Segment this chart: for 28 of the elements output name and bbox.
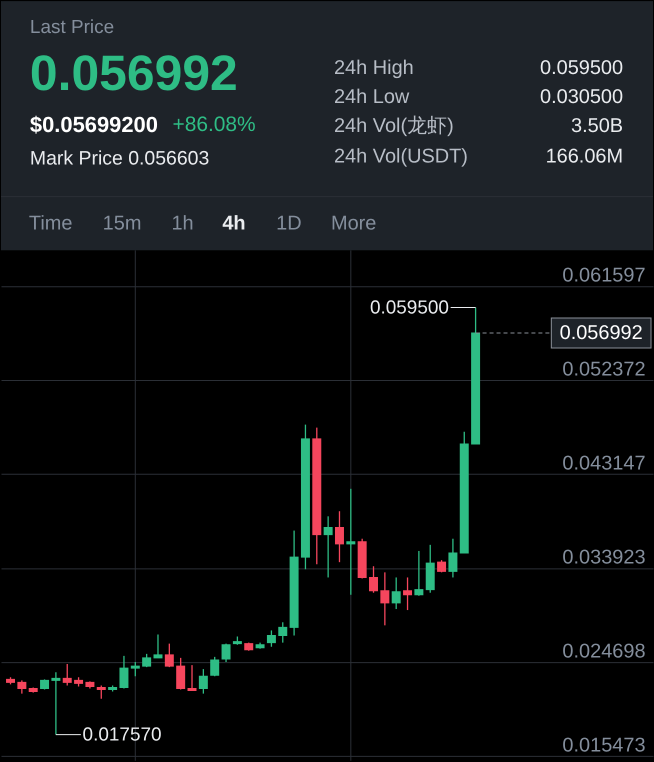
text: 166.06M <box>546 146 624 168</box>
y-tick-label: 0.024698 <box>562 640 646 663</box>
text: 15m <box>102 212 142 234</box>
text: 1h <box>171 212 194 234</box>
text: 24h High <box>334 56 414 79</box>
text: 4h <box>222 212 246 234</box>
annotation: 0.017570 <box>82 724 162 746</box>
y-tick-label: 0.015473 <box>562 734 646 757</box>
text: 3.50B <box>571 114 624 137</box>
y-tick-label: 0.061597 <box>562 264 646 287</box>
text: +86.08% <box>172 112 256 136</box>
text: 24h Vol(USDT) <box>334 146 468 168</box>
text: 1D <box>276 212 302 234</box>
text: Time <box>28 212 72 234</box>
ref-line-label: 0.056992 <box>560 322 643 344</box>
y-tick-label: 0.043147 <box>562 452 646 475</box>
annotation: 0.059500 <box>370 297 449 318</box>
y-tick-label: 0.033923 <box>562 546 646 569</box>
text: 0.056992 <box>30 44 238 101</box>
y-tick-label: 0.052372 <box>562 358 646 381</box>
text: $0.05699200 <box>30 112 158 137</box>
text: More <box>330 212 376 234</box>
text: Mark Price 0.056603 <box>30 148 210 170</box>
text: 0.030500 <box>540 86 624 108</box>
text: 24h Low <box>334 86 410 108</box>
text: 0.059500 <box>540 56 624 79</box>
text: Last Price <box>30 17 114 38</box>
text: 24h Vol(龙虾) <box>334 114 454 137</box>
